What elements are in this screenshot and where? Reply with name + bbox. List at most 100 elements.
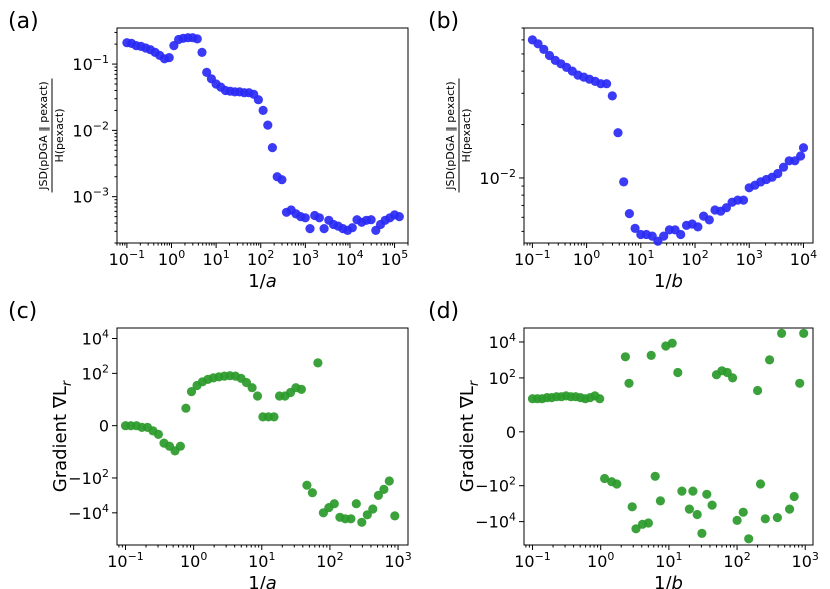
data-point bbox=[620, 352, 631, 362]
x-tick-label: 104 bbox=[336, 248, 363, 269]
data-point bbox=[602, 79, 612, 89]
data-point bbox=[755, 479, 766, 489]
data-point bbox=[181, 403, 191, 413]
x-tick-label: 101 bbox=[627, 248, 654, 269]
data-point bbox=[684, 504, 695, 514]
data-point bbox=[673, 367, 683, 378]
data-point bbox=[738, 195, 749, 205]
x-tick-label: 100 bbox=[158, 248, 185, 269]
x-tick-label: 100 bbox=[180, 550, 207, 571]
y-label-denominator: H(pexact) bbox=[53, 108, 66, 162]
data-point bbox=[721, 203, 732, 213]
data-point bbox=[667, 338, 677, 348]
data-point bbox=[702, 489, 712, 499]
data-point bbox=[799, 328, 809, 338]
data-point bbox=[613, 128, 623, 138]
data-point bbox=[738, 507, 748, 517]
data-point bbox=[607, 91, 617, 101]
y-label-numerator: JSD(pDGA ‖ pexact) bbox=[444, 81, 457, 190]
y-tick-label: 102 bbox=[82, 362, 109, 383]
x-tick-label: 105 bbox=[381, 248, 408, 269]
data-point bbox=[186, 387, 197, 397]
data-point bbox=[692, 509, 702, 520]
data-point bbox=[263, 120, 273, 130]
x-tick-label: 101 bbox=[655, 550, 682, 571]
y-axis-label: Gradient ∇Lr bbox=[457, 379, 482, 492]
panel-c: (c) 10−1 100 101 102 103 104 102 0 −102 −104 1/a Gra… bbox=[8, 299, 412, 589]
data-point bbox=[785, 504, 795, 514]
data-point bbox=[630, 223, 640, 233]
data-point bbox=[296, 384, 306, 394]
data-point bbox=[655, 496, 666, 506]
x-tick-label: 102 bbox=[723, 550, 750, 571]
data-point bbox=[202, 67, 212, 77]
data-point bbox=[595, 394, 605, 404]
data-point bbox=[164, 53, 174, 63]
x-tick-label: 101 bbox=[202, 248, 229, 269]
data-point bbox=[650, 471, 660, 481]
data-point bbox=[362, 510, 372, 520]
data-point bbox=[368, 504, 378, 514]
data-point bbox=[728, 373, 738, 383]
x-axis-label: 1/b bbox=[654, 271, 683, 292]
data-point bbox=[688, 486, 698, 496]
data-point bbox=[777, 328, 787, 338]
data-point bbox=[624, 378, 634, 388]
data-point bbox=[302, 480, 312, 490]
x-tick-label: 101 bbox=[248, 550, 275, 571]
data-point bbox=[732, 515, 742, 526]
x-tick-label: 103 bbox=[384, 550, 411, 571]
data-point bbox=[347, 223, 357, 233]
data-point bbox=[533, 39, 543, 49]
plot-frame bbox=[116, 327, 409, 546]
data-point bbox=[394, 212, 404, 222]
y-tick-label: 0 bbox=[99, 417, 109, 436]
panel-d: (d) 10−1 100 101 102 103 104 102 0 −102 −104 1/b Gra… bbox=[428, 299, 819, 589]
data-point bbox=[247, 383, 257, 393]
plot-frame bbox=[523, 27, 814, 244]
data-point bbox=[659, 231, 669, 241]
x-tick-label: 102 bbox=[247, 248, 274, 269]
x-tick-label: 100 bbox=[573, 248, 600, 269]
x-tick-label: 103 bbox=[792, 550, 819, 571]
data-point bbox=[539, 44, 549, 55]
data-point bbox=[631, 524, 641, 534]
y-tick-label: 0 bbox=[506, 423, 516, 442]
x-tick-label: 10−1 bbox=[514, 248, 551, 269]
data-point bbox=[707, 500, 717, 510]
x-tick-label: 10−1 bbox=[514, 550, 551, 571]
data-point bbox=[329, 499, 339, 509]
data-point bbox=[346, 514, 356, 524]
y-label-numerator: JSD(pDGA ‖ pexact) bbox=[37, 81, 50, 190]
y-tick-label: 104 bbox=[489, 331, 516, 352]
data-point bbox=[351, 499, 361, 509]
data-point bbox=[267, 143, 277, 153]
data-point bbox=[773, 168, 783, 179]
x-tick-label: 10−1 bbox=[109, 248, 146, 269]
data-point bbox=[697, 528, 707, 539]
data-point bbox=[307, 488, 317, 498]
data-point bbox=[390, 511, 400, 521]
y-tick-label: −104 bbox=[68, 502, 109, 523]
plot-frame bbox=[116, 27, 409, 244]
data-point bbox=[765, 355, 775, 365]
data-point bbox=[305, 224, 315, 234]
panel-a: (a) 10−1 100 101 102 103 104 105 10−3 10−2 10−1 1/a… bbox=[8, 9, 409, 292]
y-tick-label: −104 bbox=[475, 511, 516, 532]
data-point bbox=[643, 518, 654, 528]
data-point bbox=[760, 514, 770, 524]
x-axis-label: 1/a bbox=[248, 573, 277, 589]
data-point bbox=[258, 105, 268, 115]
data-point bbox=[798, 143, 809, 153]
data-point bbox=[252, 391, 263, 401]
x-tick-label: 102 bbox=[316, 550, 343, 571]
x-axis-label: 1/b bbox=[654, 573, 683, 589]
data-point bbox=[619, 177, 629, 187]
data-point bbox=[253, 95, 263, 105]
data-point bbox=[795, 378, 805, 388]
panel-label: (d) bbox=[428, 299, 459, 324]
y-axis-label: Gradient ∇Lr bbox=[50, 379, 75, 492]
data-point bbox=[175, 441, 185, 451]
x-tick-label: 10−1 bbox=[107, 550, 144, 571]
